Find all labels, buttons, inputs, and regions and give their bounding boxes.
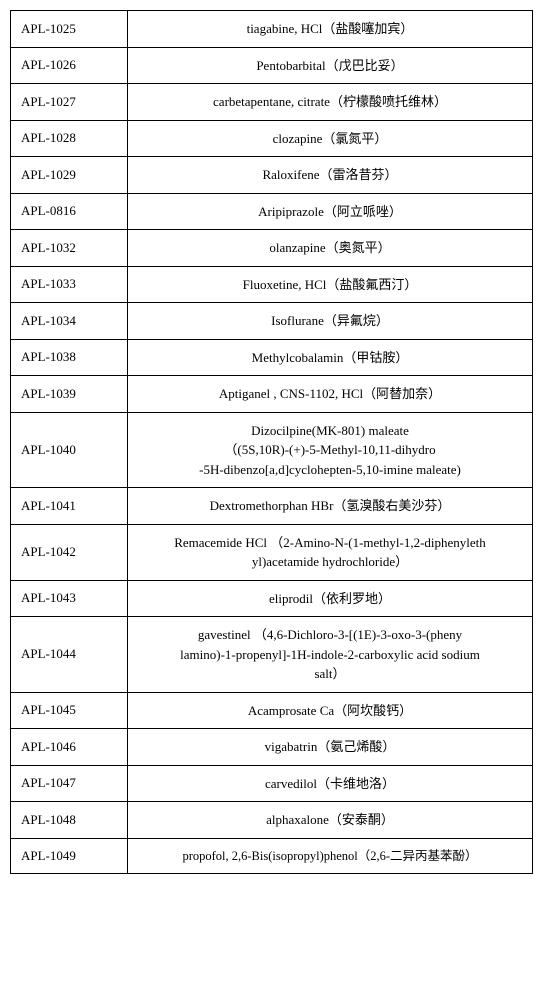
name-cell: carvedilol（卡维地洛） <box>128 765 533 802</box>
name-cell: Isoflurane（异氟烷） <box>128 303 533 340</box>
code-cell: APL-1033 <box>11 266 128 303</box>
name-cell: Aptiganel , CNS-1102, HCl（阿替加奈） <box>128 376 533 413</box>
table-row: APL-1048alphaxalone（安泰酮） <box>11 802 533 839</box>
name-cell: eliprodil（依利罗地） <box>128 580 533 617</box>
code-cell: APL-1041 <box>11 488 128 525</box>
code-cell: APL-1049 <box>11 838 128 874</box>
table-row: APL-1045Acamprosate Ca（阿坎酸钙） <box>11 692 533 729</box>
name-cell: olanzapine（奥氮平） <box>128 230 533 267</box>
table-row: APL-1027carbetapentane, citrate（柠檬酸喷托维林） <box>11 84 533 121</box>
name-cell: Dizocilpine(MK-801) maleate（(5S,10R)-(+)… <box>128 412 533 488</box>
table-row: APL-1038Methylcobalamin（甲钴胺） <box>11 339 533 376</box>
table-row: APL-1044gavestinel （4,6-Dichloro-3-[(1E)… <box>11 617 533 693</box>
code-cell: APL-1038 <box>11 339 128 376</box>
name-cell: Fluoxetine, HCl（盐酸氟西汀） <box>128 266 533 303</box>
name-cell: Acamprosate Ca（阿坎酸钙） <box>128 692 533 729</box>
code-cell: APL-1043 <box>11 580 128 617</box>
code-cell: APL-1044 <box>11 617 128 693</box>
code-cell: APL-1025 <box>11 11 128 48</box>
code-cell: APL-1029 <box>11 157 128 194</box>
name-cell: Dextromethorphan HBr（氢溴酸右美沙芬） <box>128 488 533 525</box>
name-cell: Methylcobalamin（甲钴胺） <box>128 339 533 376</box>
table-row: APL-1043eliprodil（依利罗地） <box>11 580 533 617</box>
name-cell: carbetapentane, citrate（柠檬酸喷托维林） <box>128 84 533 121</box>
code-cell: APL-1026 <box>11 47 128 84</box>
name-cell: Aripiprazole（阿立哌唑） <box>128 193 533 230</box>
table-row: APL-1047carvedilol（卡维地洛） <box>11 765 533 802</box>
table-body: APL-1025tiagabine, HCl（盐酸噻加宾）APL-1026Pen… <box>11 11 533 874</box>
name-cell: clozapine（氯氮平） <box>128 120 533 157</box>
table-row: APL-1025tiagabine, HCl（盐酸噻加宾） <box>11 11 533 48</box>
name-cell: propofol, 2,6-Bis(isopropyl)phenol（2,6-二… <box>128 838 533 874</box>
name-cell: Remacemide HCl （2-Amino-N-(1-methyl-1,2-… <box>128 524 533 580</box>
table-row: APL-1049propofol, 2,6-Bis(isopropyl)phen… <box>11 838 533 874</box>
code-cell: APL-1027 <box>11 84 128 121</box>
code-cell: APL-1042 <box>11 524 128 580</box>
table-row: APL-1039Aptiganel , CNS-1102, HCl（阿替加奈） <box>11 376 533 413</box>
code-cell: APL-1032 <box>11 230 128 267</box>
code-cell: APL-1039 <box>11 376 128 413</box>
table-row: APL-1034Isoflurane（异氟烷） <box>11 303 533 340</box>
table-row: APL-1033Fluoxetine, HCl（盐酸氟西汀） <box>11 266 533 303</box>
table-row: APL-0816Aripiprazole（阿立哌唑） <box>11 193 533 230</box>
code-cell: APL-1028 <box>11 120 128 157</box>
table-row: APL-1029Raloxifene（雷洛昔芬） <box>11 157 533 194</box>
name-cell: gavestinel （4,6-Dichloro-3-[(1E)-3-oxo-3… <box>128 617 533 693</box>
compound-table: APL-1025tiagabine, HCl（盐酸噻加宾）APL-1026Pen… <box>10 10 533 874</box>
name-cell: alphaxalone（安泰酮） <box>128 802 533 839</box>
table-row: APL-1040Dizocilpine(MK-801) maleate（(5S,… <box>11 412 533 488</box>
table-row: APL-1041Dextromethorphan HBr（氢溴酸右美沙芬） <box>11 488 533 525</box>
table-row: APL-1032olanzapine（奥氮平） <box>11 230 533 267</box>
table-row: APL-1042Remacemide HCl （2-Amino-N-(1-met… <box>11 524 533 580</box>
code-cell: APL-1045 <box>11 692 128 729</box>
code-cell: APL-1046 <box>11 729 128 766</box>
code-cell: APL-1047 <box>11 765 128 802</box>
table-row: APL-1046vigabatrin（氨己烯酸） <box>11 729 533 766</box>
code-cell: APL-1048 <box>11 802 128 839</box>
code-cell: APL-1034 <box>11 303 128 340</box>
table-row: APL-1026Pentobarbital（戊巴比妥） <box>11 47 533 84</box>
code-cell: APL-1040 <box>11 412 128 488</box>
name-cell: tiagabine, HCl（盐酸噻加宾） <box>128 11 533 48</box>
name-cell: Pentobarbital（戊巴比妥） <box>128 47 533 84</box>
code-cell: APL-0816 <box>11 193 128 230</box>
name-cell: vigabatrin（氨己烯酸） <box>128 729 533 766</box>
table-row: APL-1028clozapine（氯氮平） <box>11 120 533 157</box>
name-cell: Raloxifene（雷洛昔芬） <box>128 157 533 194</box>
